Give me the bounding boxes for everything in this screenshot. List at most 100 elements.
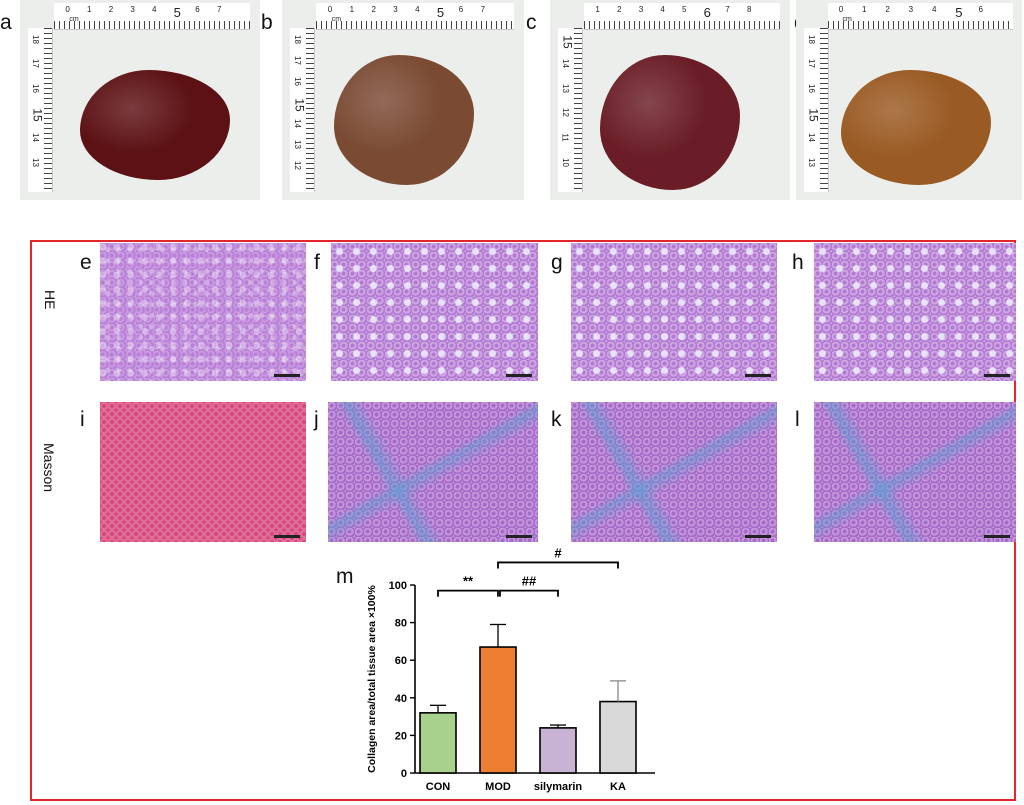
significance-label: ## <box>522 574 537 589</box>
ruler-number: 4 <box>415 5 420 14</box>
he-micrograph-h <box>814 243 1016 381</box>
panel-letter-c: c <box>526 11 537 34</box>
significance-label: # <box>554 545 562 560</box>
ruler-vertical: 18 17 16 15 14 13 <box>804 28 829 192</box>
ruler-number: 12 <box>560 108 570 118</box>
x-tick-label: KA <box>610 781 626 793</box>
ruler-number: 6 <box>978 5 983 14</box>
panel-letter-g: g <box>551 251 563 274</box>
ruler-number: 5 <box>436 5 445 20</box>
he-micrograph-g <box>571 243 777 381</box>
scale-bar <box>274 535 300 538</box>
ruler-number: 18 <box>806 34 816 44</box>
masson-micrograph-l <box>814 402 1016 542</box>
ruler-number: 2 <box>108 5 114 14</box>
ruler-unit: cm <box>842 16 852 23</box>
ruler-number: 2 <box>885 5 890 14</box>
ruler-number: 15 <box>560 34 575 49</box>
panel-letter-i: i <box>80 408 85 431</box>
x-tick-label: CON <box>426 781 451 793</box>
stain-label-masson: Masson <box>41 443 57 493</box>
ruler-vertical: 18 17 16 15 14 13 12 <box>290 28 315 192</box>
ruler-number: 6 <box>703 5 711 20</box>
ruler-number: 14 <box>292 118 302 128</box>
chart-canvas: 0 20 40 60 80 100 Collagen area/total tissue a… <box>366 545 655 793</box>
he-micrograph-e <box>100 243 306 381</box>
ruler-number: 4 <box>152 5 157 14</box>
ruler-horizontal: 0 1 2 3 4 5 6 7 cm <box>53 3 251 30</box>
panel-letter-a: a <box>0 11 12 34</box>
y-tick-label: 60 <box>395 655 407 667</box>
x-tick-label: MOD <box>485 781 511 793</box>
ruler-vertical: 15 14 13 12 11 10 <box>558 28 583 192</box>
panel-letter-m: m <box>336 565 354 588</box>
ruler-number: 4 <box>931 5 937 14</box>
ruler-number: 14 <box>30 133 40 142</box>
ruler-number: 6 <box>458 5 464 14</box>
significance-bracket <box>437 589 499 597</box>
ruler-number: 1 <box>862 5 867 14</box>
ruler-number: 12 <box>292 161 302 171</box>
ruler-horizontal: 1 2 3 4 5 6 7 8 <box>583 3 781 30</box>
ruler-number: 7 <box>480 5 486 14</box>
liver-specimen <box>80 70 230 180</box>
ruler-horizontal: 0 1 2 3 4 5 6 cm <box>827 3 1013 30</box>
ruler-number: 1 <box>595 5 600 14</box>
stain-label-he: HE <box>42 290 58 310</box>
significance-bracket <box>497 561 619 569</box>
liver-photo-d: 0 1 2 3 4 5 6 cm 18 17 16 15 14 13 <box>796 0 1022 200</box>
masson-micrograph-k <box>571 402 777 542</box>
ruler-number: 2 <box>617 5 622 14</box>
ruler-number: 5 <box>173 5 181 20</box>
he-micrograph-f <box>331 243 538 381</box>
ruler-number: 2 <box>371 5 376 14</box>
liver-specimen <box>600 55 740 190</box>
ruler-number: 14 <box>806 133 816 142</box>
ruler-number: 5 <box>682 5 687 14</box>
liver-photo-a: 0 1 2 3 4 5 6 7 cm 18 17 16 15 14 13 <box>20 0 260 200</box>
ruler-number: 4 <box>660 5 665 14</box>
scale-bar <box>984 374 1010 377</box>
ruler-number: 0 <box>838 5 844 14</box>
ruler-number: 14 <box>560 59 570 69</box>
significance-label: ** <box>463 574 474 589</box>
scale-bar <box>984 535 1010 538</box>
ruler-number: 15 <box>30 108 45 123</box>
y-axis-label: Collagen area/total tissue area ×100% <box>366 585 378 773</box>
scale-bar <box>274 374 300 377</box>
ruler-number: 15 <box>806 108 821 123</box>
ruler-number: 16 <box>806 83 816 93</box>
collagen-bar-chart: 0 20 40 60 80 100 Collagen area/total tissue a… <box>355 540 665 800</box>
ruler-number: 7 <box>725 5 730 14</box>
ruler-number: 3 <box>393 5 398 14</box>
ruler-number: 6 <box>195 5 200 14</box>
ruler-number: 15 <box>292 98 307 112</box>
ruler-number: 17 <box>806 59 816 69</box>
y-tick-label: 40 <box>395 693 407 705</box>
scale-bar <box>745 374 771 377</box>
ruler-number: 8 <box>746 5 752 14</box>
panel-letter-h: h <box>792 251 804 274</box>
y-tick-label: 100 <box>389 580 407 592</box>
ruler-unit: cm <box>331 16 342 23</box>
ruler-number: 13 <box>560 83 570 93</box>
ruler-number: 7 <box>216 5 222 14</box>
ruler-number: 13 <box>30 157 40 167</box>
liver-specimen <box>841 70 991 185</box>
ruler-unit: cm <box>69 16 79 23</box>
ruler-number: 11 <box>560 133 570 142</box>
liver-photo-b: 0 1 2 3 4 5 6 7 cm 18 17 16 15 14 13 12 <box>282 0 524 200</box>
ruler-number: 0 <box>327 5 333 14</box>
bar-MOD <box>479 646 517 774</box>
scale-bar <box>745 535 771 538</box>
ruler-number: 17 <box>292 55 302 65</box>
ruler-number: 13 <box>806 157 816 167</box>
panel-letter-e: e <box>80 251 92 274</box>
panel-letter-b: b <box>261 11 273 34</box>
ruler-number: 17 <box>30 59 40 69</box>
ruler-number: 3 <box>130 5 135 14</box>
panel-letter-k: k <box>551 408 562 431</box>
masson-micrograph-j <box>328 402 538 542</box>
bar-silymarin <box>539 727 577 774</box>
